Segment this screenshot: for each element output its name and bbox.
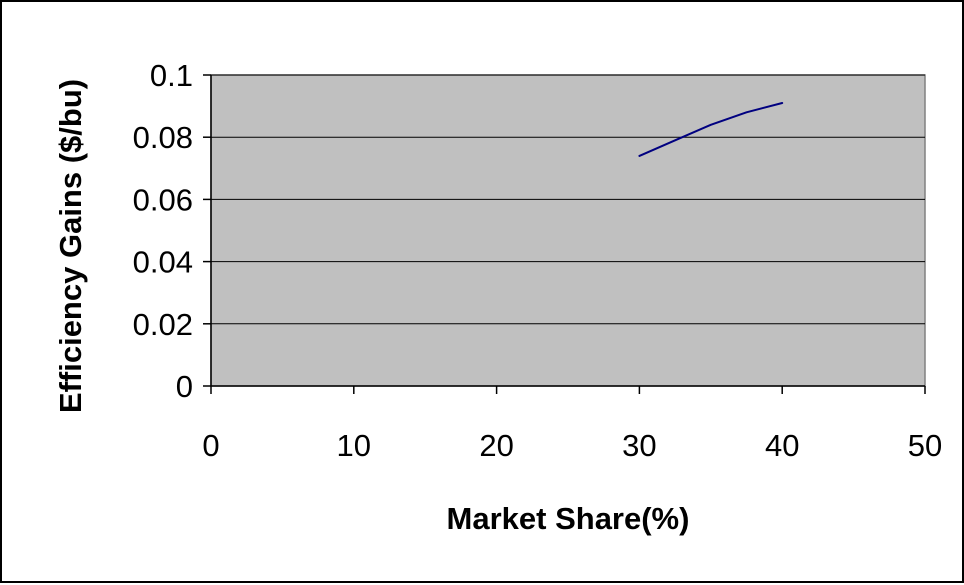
x-tick-label: 40 [765,428,799,463]
series-layer [638,102,784,157]
y-tick-label: 0.1 [150,58,193,93]
x-tick-label: 50 [908,428,942,463]
x-tick-label: 10 [337,428,371,463]
x-axis-title: Market Share(%) [447,501,690,536]
y-ticks: 0 0.02 0.04 0.06 0.08 0.1 [133,58,211,404]
x-tick-label: 0 [202,428,219,463]
y-tick-label: 0.04 [133,245,193,280]
x-tick-label: 20 [479,428,513,463]
y-tick-label: 0 [176,369,193,404]
y-tick-label: 0.08 [133,120,193,155]
axes [210,75,925,387]
y-tick-label: 0.02 [133,307,193,342]
x-ticks: 0 10 20 30 40 50 [202,386,942,463]
y-tick-label: 0.06 [133,182,193,217]
plot-area [210,74,926,387]
series-line-0 [638,102,784,157]
grid-lines [211,74,925,325]
y-axis-title: Efficiency Gains ($/bu) [53,79,88,413]
x-tick-label: 30 [622,428,656,463]
